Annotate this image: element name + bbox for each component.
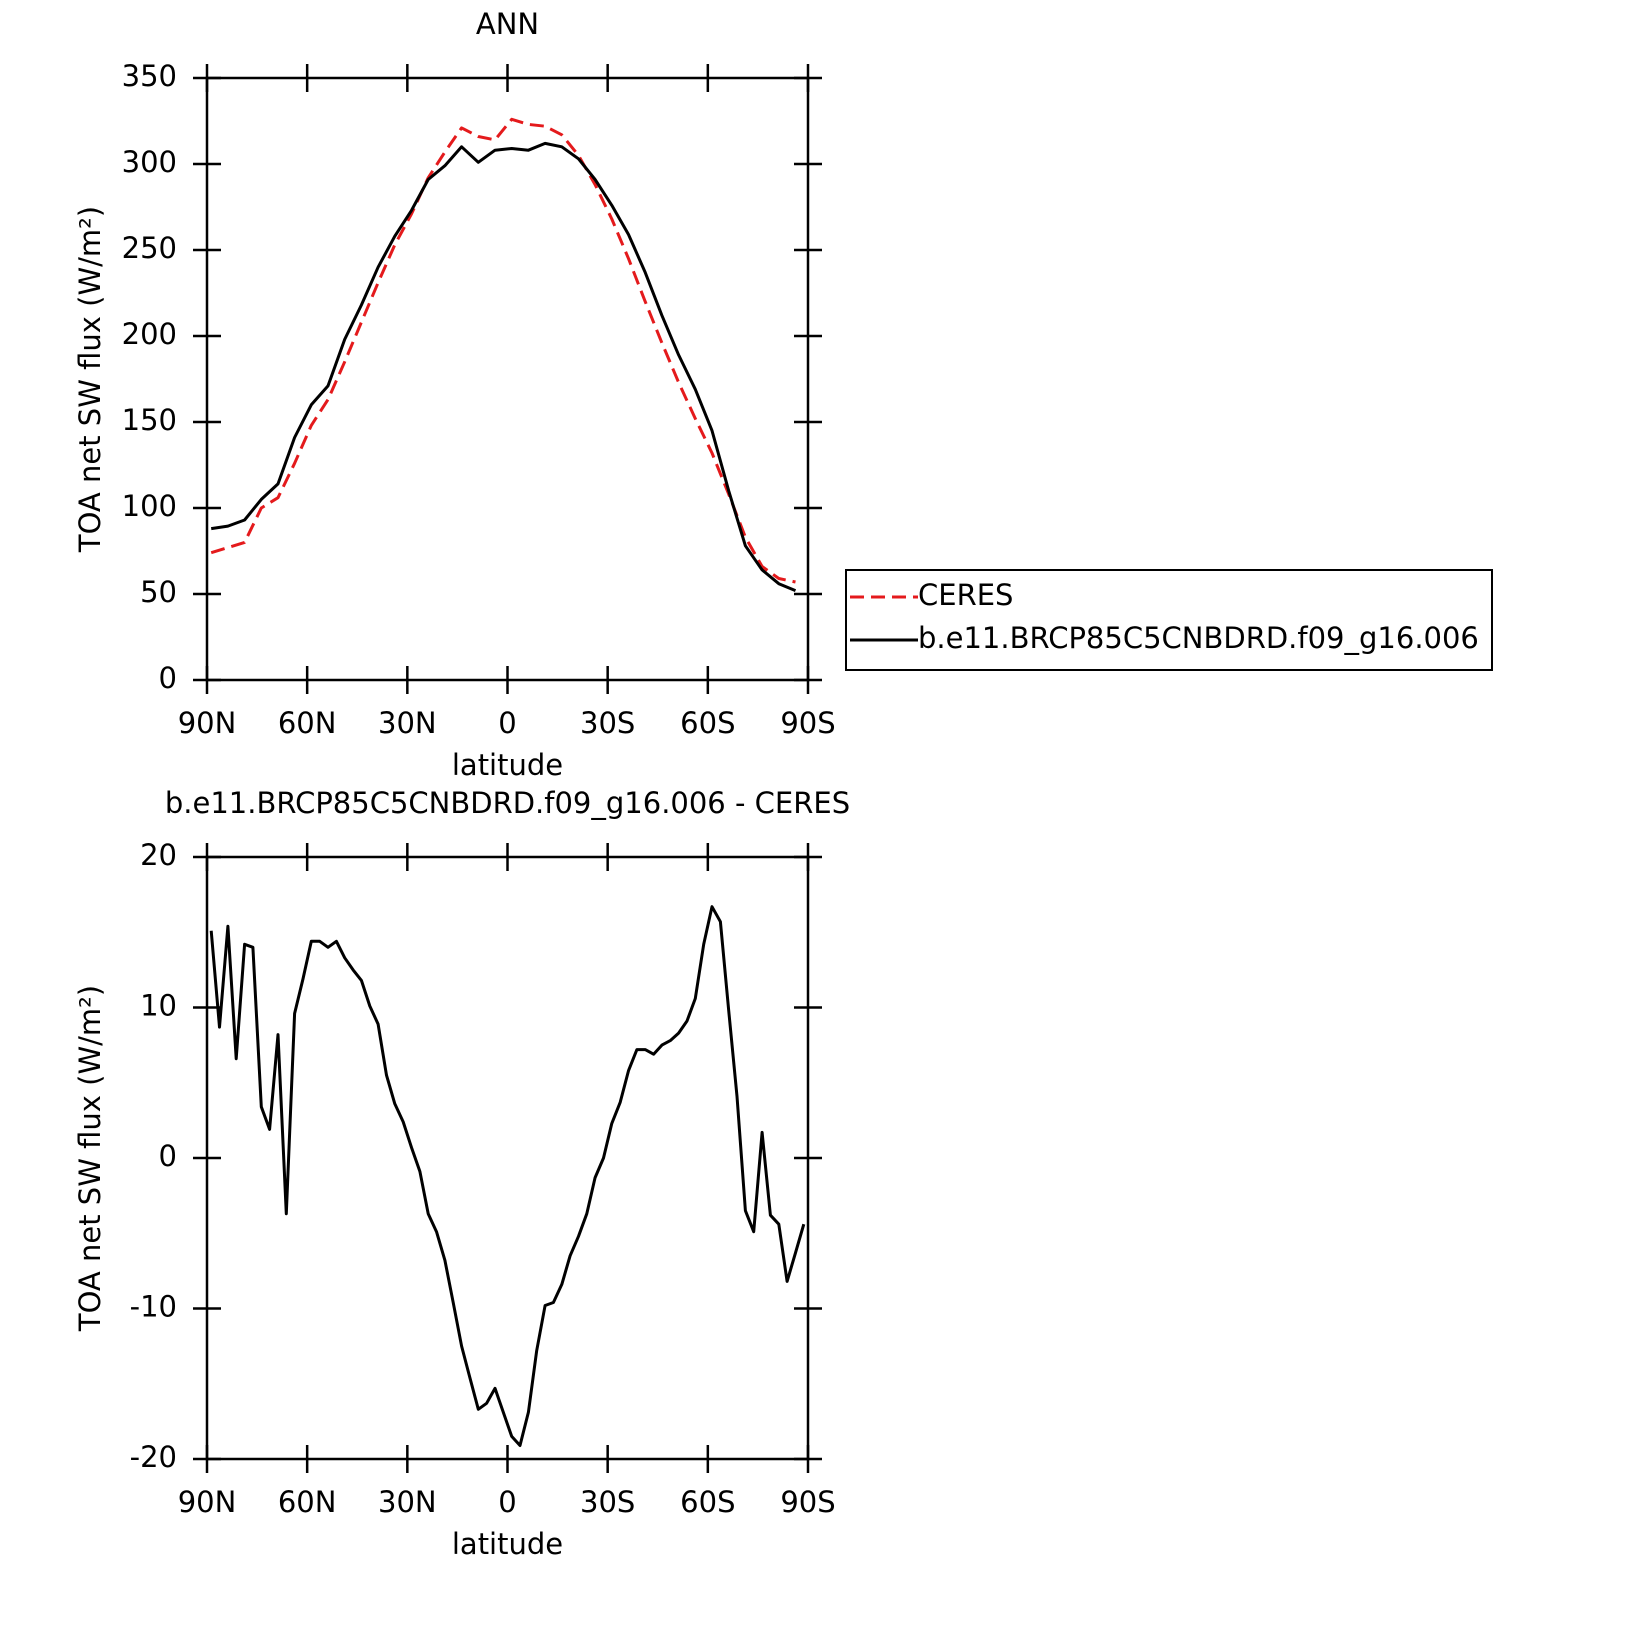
y-tick-label: 150 [122,403,177,437]
plot-frame [205,76,810,682]
plot-frame [205,855,810,1461]
x-tick-label: 0 [498,1485,516,1519]
data-line [209,905,806,1447]
x-axis-label: latitude [452,748,563,782]
data-line [210,141,797,592]
x-tick-label: 0 [498,706,516,740]
x-tick-label: 60S [680,1485,735,1519]
x-tick-label: 60S [680,706,735,740]
y-tick-label: 20 [140,838,177,872]
x-tick-label: 90S [780,706,835,740]
chart-title: ANN [476,7,539,41]
x-tick-label: 60N [278,1485,337,1519]
y-axis-label: TOA net SW flux (W/m²) [73,206,107,553]
data-line [210,117,796,584]
x-tick-label: 90N [178,1485,237,1519]
y-tick-label: 350 [122,59,177,93]
y-tick-label: 0 [159,661,177,695]
x-tick-label: 30N [378,1485,437,1519]
y-tick-label: 250 [122,231,177,265]
y-tick-label: 10 [140,989,177,1023]
x-axis-label: latitude [452,1527,563,1561]
y-tick-label: 100 [122,489,177,523]
y-tick-label: -10 [130,1290,177,1324]
x-tick-label: 90S [780,1485,835,1519]
y-axis-label: TOA net SW flux (W/m²) [73,985,107,1332]
y-tick-label: 0 [159,1139,177,1173]
y-tick-label: -20 [130,1440,177,1474]
x-tick-label: 60N [278,706,337,740]
x-tick-label: 30S [580,706,635,740]
legend-box [845,569,1493,671]
y-tick-label: 200 [122,317,177,351]
legend-label: CERES [918,578,1013,612]
y-tick-label: 50 [140,575,177,609]
x-tick-label: 30S [580,1485,635,1519]
y-tick-label: 300 [122,145,177,179]
legend-label: b.e11.BRCP85C5CNBDRD.f09_g16.006 [918,621,1479,655]
chart-title: b.e11.BRCP85C5CNBDRD.f09_g16.006 - CERES [165,786,850,820]
x-tick-label: 30N [378,706,437,740]
x-tick-label: 90N [178,706,237,740]
